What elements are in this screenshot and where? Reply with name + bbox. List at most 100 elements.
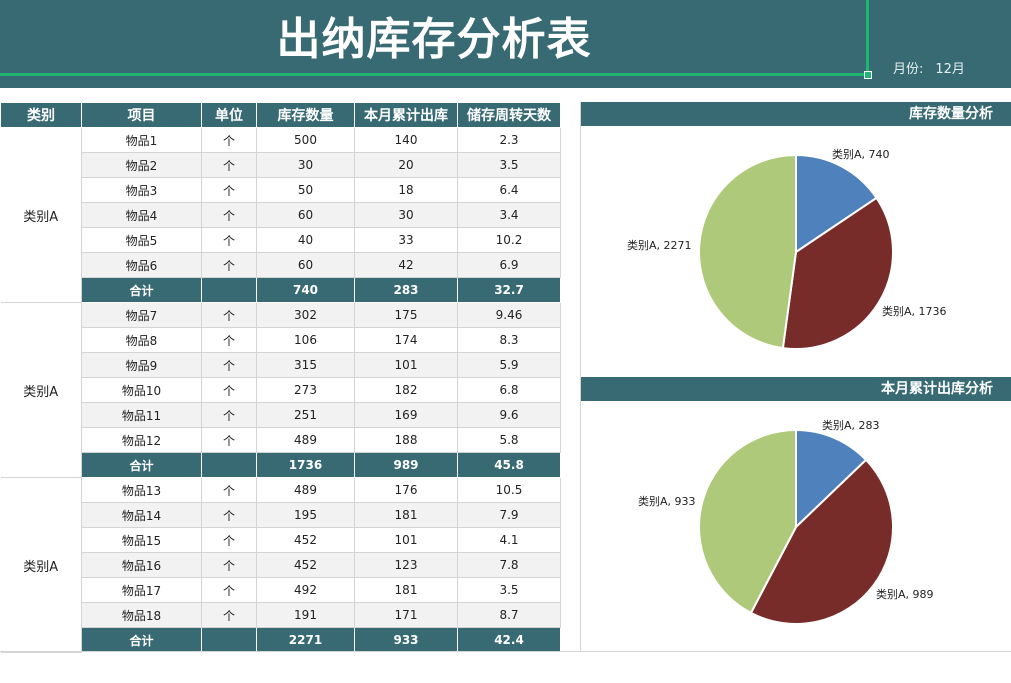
- fill-handle[interactable]: [864, 71, 872, 79]
- item-cell[interactable]: 物品6: [81, 252, 202, 278]
- unit-cell[interactable]: 个: [201, 402, 257, 428]
- unit-cell[interactable]: 个: [201, 377, 257, 403]
- days-cell[interactable]: 10.2: [457, 227, 561, 253]
- total-label-cell[interactable]: 合计: [81, 277, 202, 303]
- item-cell[interactable]: 物品18: [81, 602, 202, 628]
- total-stock-cell[interactable]: 740: [256, 277, 355, 303]
- pie-slice[interactable]: [698, 153, 797, 350]
- stock-pie-chart[interactable]: [696, 152, 896, 352]
- unit-cell[interactable]: 个: [201, 252, 257, 278]
- out-cell[interactable]: 182: [354, 377, 458, 403]
- item-cell[interactable]: 物品16: [81, 552, 202, 578]
- pie-slice[interactable]: [781, 196, 894, 350]
- stock-cell[interactable]: 315: [256, 352, 355, 378]
- total-days-cell[interactable]: 42.4: [457, 627, 561, 653]
- out-cell[interactable]: 181: [354, 577, 458, 603]
- unit-cell[interactable]: 个: [201, 227, 257, 253]
- stock-cell[interactable]: 40: [256, 227, 355, 253]
- days-cell[interactable]: 2.3: [457, 127, 561, 153]
- stock-cell[interactable]: 60: [256, 202, 355, 228]
- stock-cell[interactable]: 191: [256, 602, 355, 628]
- total-unit-cell[interactable]: [201, 627, 257, 653]
- item-cell[interactable]: 物品12: [81, 427, 202, 453]
- item-cell[interactable]: 物品1: [81, 127, 202, 153]
- stock-cell[interactable]: 195: [256, 502, 355, 528]
- out-cell[interactable]: 174: [354, 327, 458, 353]
- days-cell[interactable]: 3.5: [457, 152, 561, 178]
- item-cell[interactable]: 物品7: [81, 302, 202, 328]
- out-cell[interactable]: 20: [354, 152, 458, 178]
- item-cell[interactable]: 物品10: [81, 377, 202, 403]
- total-stock-cell[interactable]: 2271: [256, 627, 355, 653]
- days-cell[interactable]: 9.6: [457, 402, 561, 428]
- item-cell[interactable]: 物品2: [81, 152, 202, 178]
- unit-cell[interactable]: 个: [201, 527, 257, 553]
- category-cell[interactable]: 类别A: [0, 127, 82, 303]
- unit-cell[interactable]: 个: [201, 552, 257, 578]
- unit-cell[interactable]: 个: [201, 427, 257, 453]
- out-cell[interactable]: 42: [354, 252, 458, 278]
- out-cell[interactable]: 101: [354, 527, 458, 553]
- item-cell[interactable]: 物品15: [81, 527, 202, 553]
- item-cell[interactable]: 物品9: [81, 352, 202, 378]
- days-cell[interactable]: 6.9: [457, 252, 561, 278]
- stock-cell[interactable]: 302: [256, 302, 355, 328]
- total-days-cell[interactable]: 45.8: [457, 452, 561, 478]
- unit-cell[interactable]: 个: [201, 177, 257, 203]
- pie-slice[interactable]: [795, 153, 878, 254]
- out-cell[interactable]: 188: [354, 427, 458, 453]
- outbound-pie-chart[interactable]: [696, 427, 896, 627]
- total-out-cell[interactable]: 933: [354, 627, 458, 653]
- stock-cell[interactable]: 492: [256, 577, 355, 603]
- stock-cell[interactable]: 452: [256, 527, 355, 553]
- unit-cell[interactable]: 个: [201, 352, 257, 378]
- days-cell[interactable]: 8.7: [457, 602, 561, 628]
- total-unit-cell[interactable]: [201, 452, 257, 478]
- days-cell[interactable]: 5.8: [457, 427, 561, 453]
- pie-slice[interactable]: [698, 428, 797, 615]
- out-cell[interactable]: 169: [354, 402, 458, 428]
- unit-cell[interactable]: 个: [201, 127, 257, 153]
- days-cell[interactable]: 6.8: [457, 377, 561, 403]
- col-header[interactable]: 单位: [201, 102, 257, 128]
- out-cell[interactable]: 171: [354, 602, 458, 628]
- total-out-cell[interactable]: 283: [354, 277, 458, 303]
- stock-cell[interactable]: 273: [256, 377, 355, 403]
- pie-slice[interactable]: [749, 458, 894, 625]
- out-cell[interactable]: 18: [354, 177, 458, 203]
- out-cell[interactable]: 181: [354, 502, 458, 528]
- col-header[interactable]: 本月累计出库: [354, 102, 458, 128]
- days-cell[interactable]: 7.9: [457, 502, 561, 528]
- days-cell[interactable]: 3.4: [457, 202, 561, 228]
- stock-cell[interactable]: 489: [256, 427, 355, 453]
- unit-cell[interactable]: 个: [201, 502, 257, 528]
- unit-cell[interactable]: 个: [201, 477, 257, 503]
- item-cell[interactable]: 物品17: [81, 577, 202, 603]
- out-cell[interactable]: 123: [354, 552, 458, 578]
- item-cell[interactable]: 物品8: [81, 327, 202, 353]
- days-cell[interactable]: 6.4: [457, 177, 561, 203]
- total-unit-cell[interactable]: [201, 277, 257, 303]
- total-label-cell[interactable]: 合计: [81, 627, 202, 653]
- stock-cell[interactable]: 489: [256, 477, 355, 503]
- stock-cell[interactable]: 30: [256, 152, 355, 178]
- out-cell[interactable]: 175: [354, 302, 458, 328]
- unit-cell[interactable]: 个: [201, 302, 257, 328]
- stock-cell[interactable]: 452: [256, 552, 355, 578]
- total-out-cell[interactable]: 989: [354, 452, 458, 478]
- days-cell[interactable]: 8.3: [457, 327, 561, 353]
- total-days-cell[interactable]: 32.7: [457, 277, 561, 303]
- item-cell[interactable]: 物品3: [81, 177, 202, 203]
- col-header[interactable]: 项目: [81, 102, 202, 128]
- category-cell[interactable]: 类别A: [0, 477, 82, 653]
- unit-cell[interactable]: 个: [201, 602, 257, 628]
- days-cell[interactable]: 3.5: [457, 577, 561, 603]
- total-label-cell[interactable]: 合计: [81, 452, 202, 478]
- col-header[interactable]: 库存数量: [256, 102, 355, 128]
- col-header[interactable]: 储存周转天数: [457, 102, 561, 128]
- item-cell[interactable]: 物品11: [81, 402, 202, 428]
- unit-cell[interactable]: 个: [201, 327, 257, 353]
- stock-cell[interactable]: 500: [256, 127, 355, 153]
- item-cell[interactable]: 物品14: [81, 502, 202, 528]
- stock-cell[interactable]: 60: [256, 252, 355, 278]
